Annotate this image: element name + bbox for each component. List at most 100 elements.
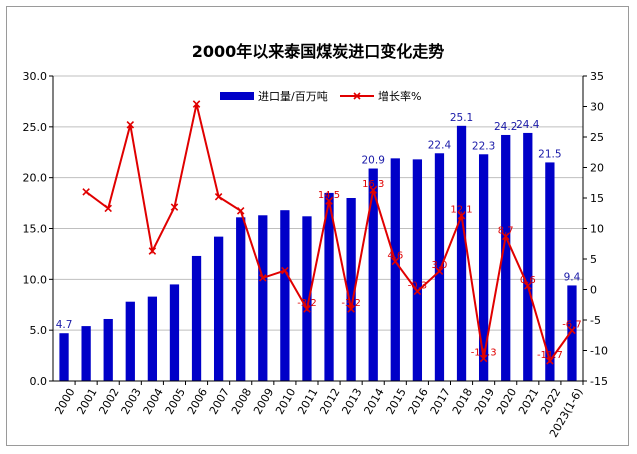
legend-bar-label: 进口量/百万吨	[258, 90, 328, 103]
rate-value-label: -6.7	[562, 319, 582, 330]
bar	[501, 134, 511, 381]
bar	[81, 326, 91, 381]
bar	[125, 301, 135, 381]
x-tick-label: 2012	[317, 386, 342, 417]
bar-value-label: 22.4	[428, 139, 452, 151]
growth-rate-point	[104, 204, 112, 213]
x-tick-label: 2007	[207, 386, 232, 417]
y-right-tick-label: -10	[590, 345, 608, 358]
bar	[390, 158, 400, 381]
rate-value-label: 12.1	[450, 205, 472, 216]
growth-rate-point	[457, 211, 466, 220]
bar	[147, 296, 158, 381]
x-tick-label: 2011	[295, 386, 320, 417]
growth-rate-point	[435, 267, 444, 275]
y-right-tick-label: 35	[590, 70, 604, 83]
bar	[236, 217, 246, 381]
bar	[456, 125, 467, 381]
rate-value-label: -11.7	[537, 350, 563, 361]
x-tick-label: 2006	[185, 386, 210, 417]
rate-value-label: 16.3	[362, 179, 384, 190]
bar	[191, 255, 202, 381]
x-tick-label: 2017	[428, 386, 453, 417]
rate-value-label: -3.2	[341, 298, 361, 309]
y-left-tick-label: 30.0	[23, 70, 48, 83]
y-right-tick-label: -5	[590, 314, 601, 327]
growth-rate-point	[259, 274, 267, 282]
growth-rate-point	[546, 357, 554, 365]
bar-value-label: 9.4	[564, 271, 581, 283]
rate-value-label: 14.5	[318, 190, 340, 201]
x-tick-label: 2015	[384, 386, 409, 417]
bar-series	[59, 125, 577, 381]
growth-rate-point	[192, 100, 201, 108]
y-right-tick-label: 10	[590, 223, 604, 236]
growth-rate-point	[413, 287, 422, 296]
bar	[478, 154, 489, 381]
bar	[567, 285, 577, 381]
y-right-tick-label: 25	[590, 131, 604, 144]
growth-rate-point	[369, 186, 377, 194]
bar	[258, 215, 268, 381]
rate-value-label: -3.2	[297, 298, 317, 309]
bar	[213, 236, 224, 381]
bar	[523, 132, 533, 381]
x-tick-label: 2013	[339, 386, 364, 417]
x-tick-label: 2010	[273, 386, 298, 417]
x-tick-label: 2014	[361, 386, 386, 417]
x-tick-label: 2008	[229, 386, 254, 417]
rate-value-label: -11.3	[471, 347, 497, 358]
x-tick-label: 2001	[74, 386, 99, 417]
legend-bar-swatch	[220, 92, 254, 100]
x-tick-label: 2000	[52, 386, 77, 417]
x-tick-label: 2016	[406, 386, 431, 417]
growth-rate-point	[568, 326, 576, 335]
bar-value-label: 22.3	[472, 140, 495, 152]
growth-rate-point	[281, 266, 289, 275]
bar	[169, 284, 180, 381]
bar-value-label: 20.9	[362, 155, 385, 167]
growth-rate-point	[524, 282, 532, 290]
bar	[103, 318, 113, 381]
bar	[545, 162, 555, 381]
growth-rate-point	[325, 197, 333, 205]
legend: 进口量/百万吨 增长率%	[220, 89, 421, 103]
y-right-tick-label: 0	[590, 284, 597, 297]
growth-rate-point	[479, 354, 488, 363]
y-right-tick-label: 20	[590, 162, 604, 175]
rate-value-label: 4.6	[387, 250, 403, 261]
growth-rate-point	[170, 203, 179, 211]
growth-rate-point	[126, 121, 135, 129]
y-right-tick-label: -15	[590, 375, 608, 388]
x-tick-label: 2004	[141, 386, 166, 417]
bar-value-label: 25.1	[450, 112, 473, 124]
growth-rate-point	[501, 232, 510, 241]
bar	[280, 210, 290, 381]
growth-rate-point	[391, 257, 400, 266]
x-tick-label: 2019	[472, 386, 497, 417]
x-tick-label: 2003	[119, 386, 144, 417]
x-tick-label: 2018	[450, 386, 475, 417]
data-labels: 4.7 20.9 22.4 25.1 22.3 24.224.4 21.5 9.4 14.5 -3…	[56, 112, 582, 361]
rate-value-label: 0.6	[520, 275, 536, 286]
x-tick-label: 2020	[494, 386, 519, 417]
bar	[324, 192, 334, 381]
bar	[412, 159, 423, 381]
x-tick-label: 2021	[516, 386, 541, 417]
x-tick-label: 2009	[251, 386, 276, 417]
growth-rate-point	[347, 305, 355, 313]
growth-rate-point	[82, 188, 90, 196]
y-left-tick-label: 0.0	[30, 375, 48, 388]
rate-value-label: 8.7	[498, 225, 514, 236]
y-left-tick-label: 5.0	[30, 324, 48, 337]
chart-title: 2000年以来泰国煤炭进口变化走势	[192, 42, 445, 61]
rate-value-label: -0.3	[408, 280, 428, 291]
y-right-tick-label: 30	[590, 101, 604, 114]
bar-value-label: 24.4	[516, 119, 540, 131]
y-left-tick-label: 20.0	[23, 172, 48, 185]
bar	[346, 198, 356, 381]
bar	[59, 333, 69, 381]
x-tick-label: 2005	[163, 386, 188, 417]
line-series	[82, 100, 576, 365]
gridlines	[53, 75, 583, 331]
